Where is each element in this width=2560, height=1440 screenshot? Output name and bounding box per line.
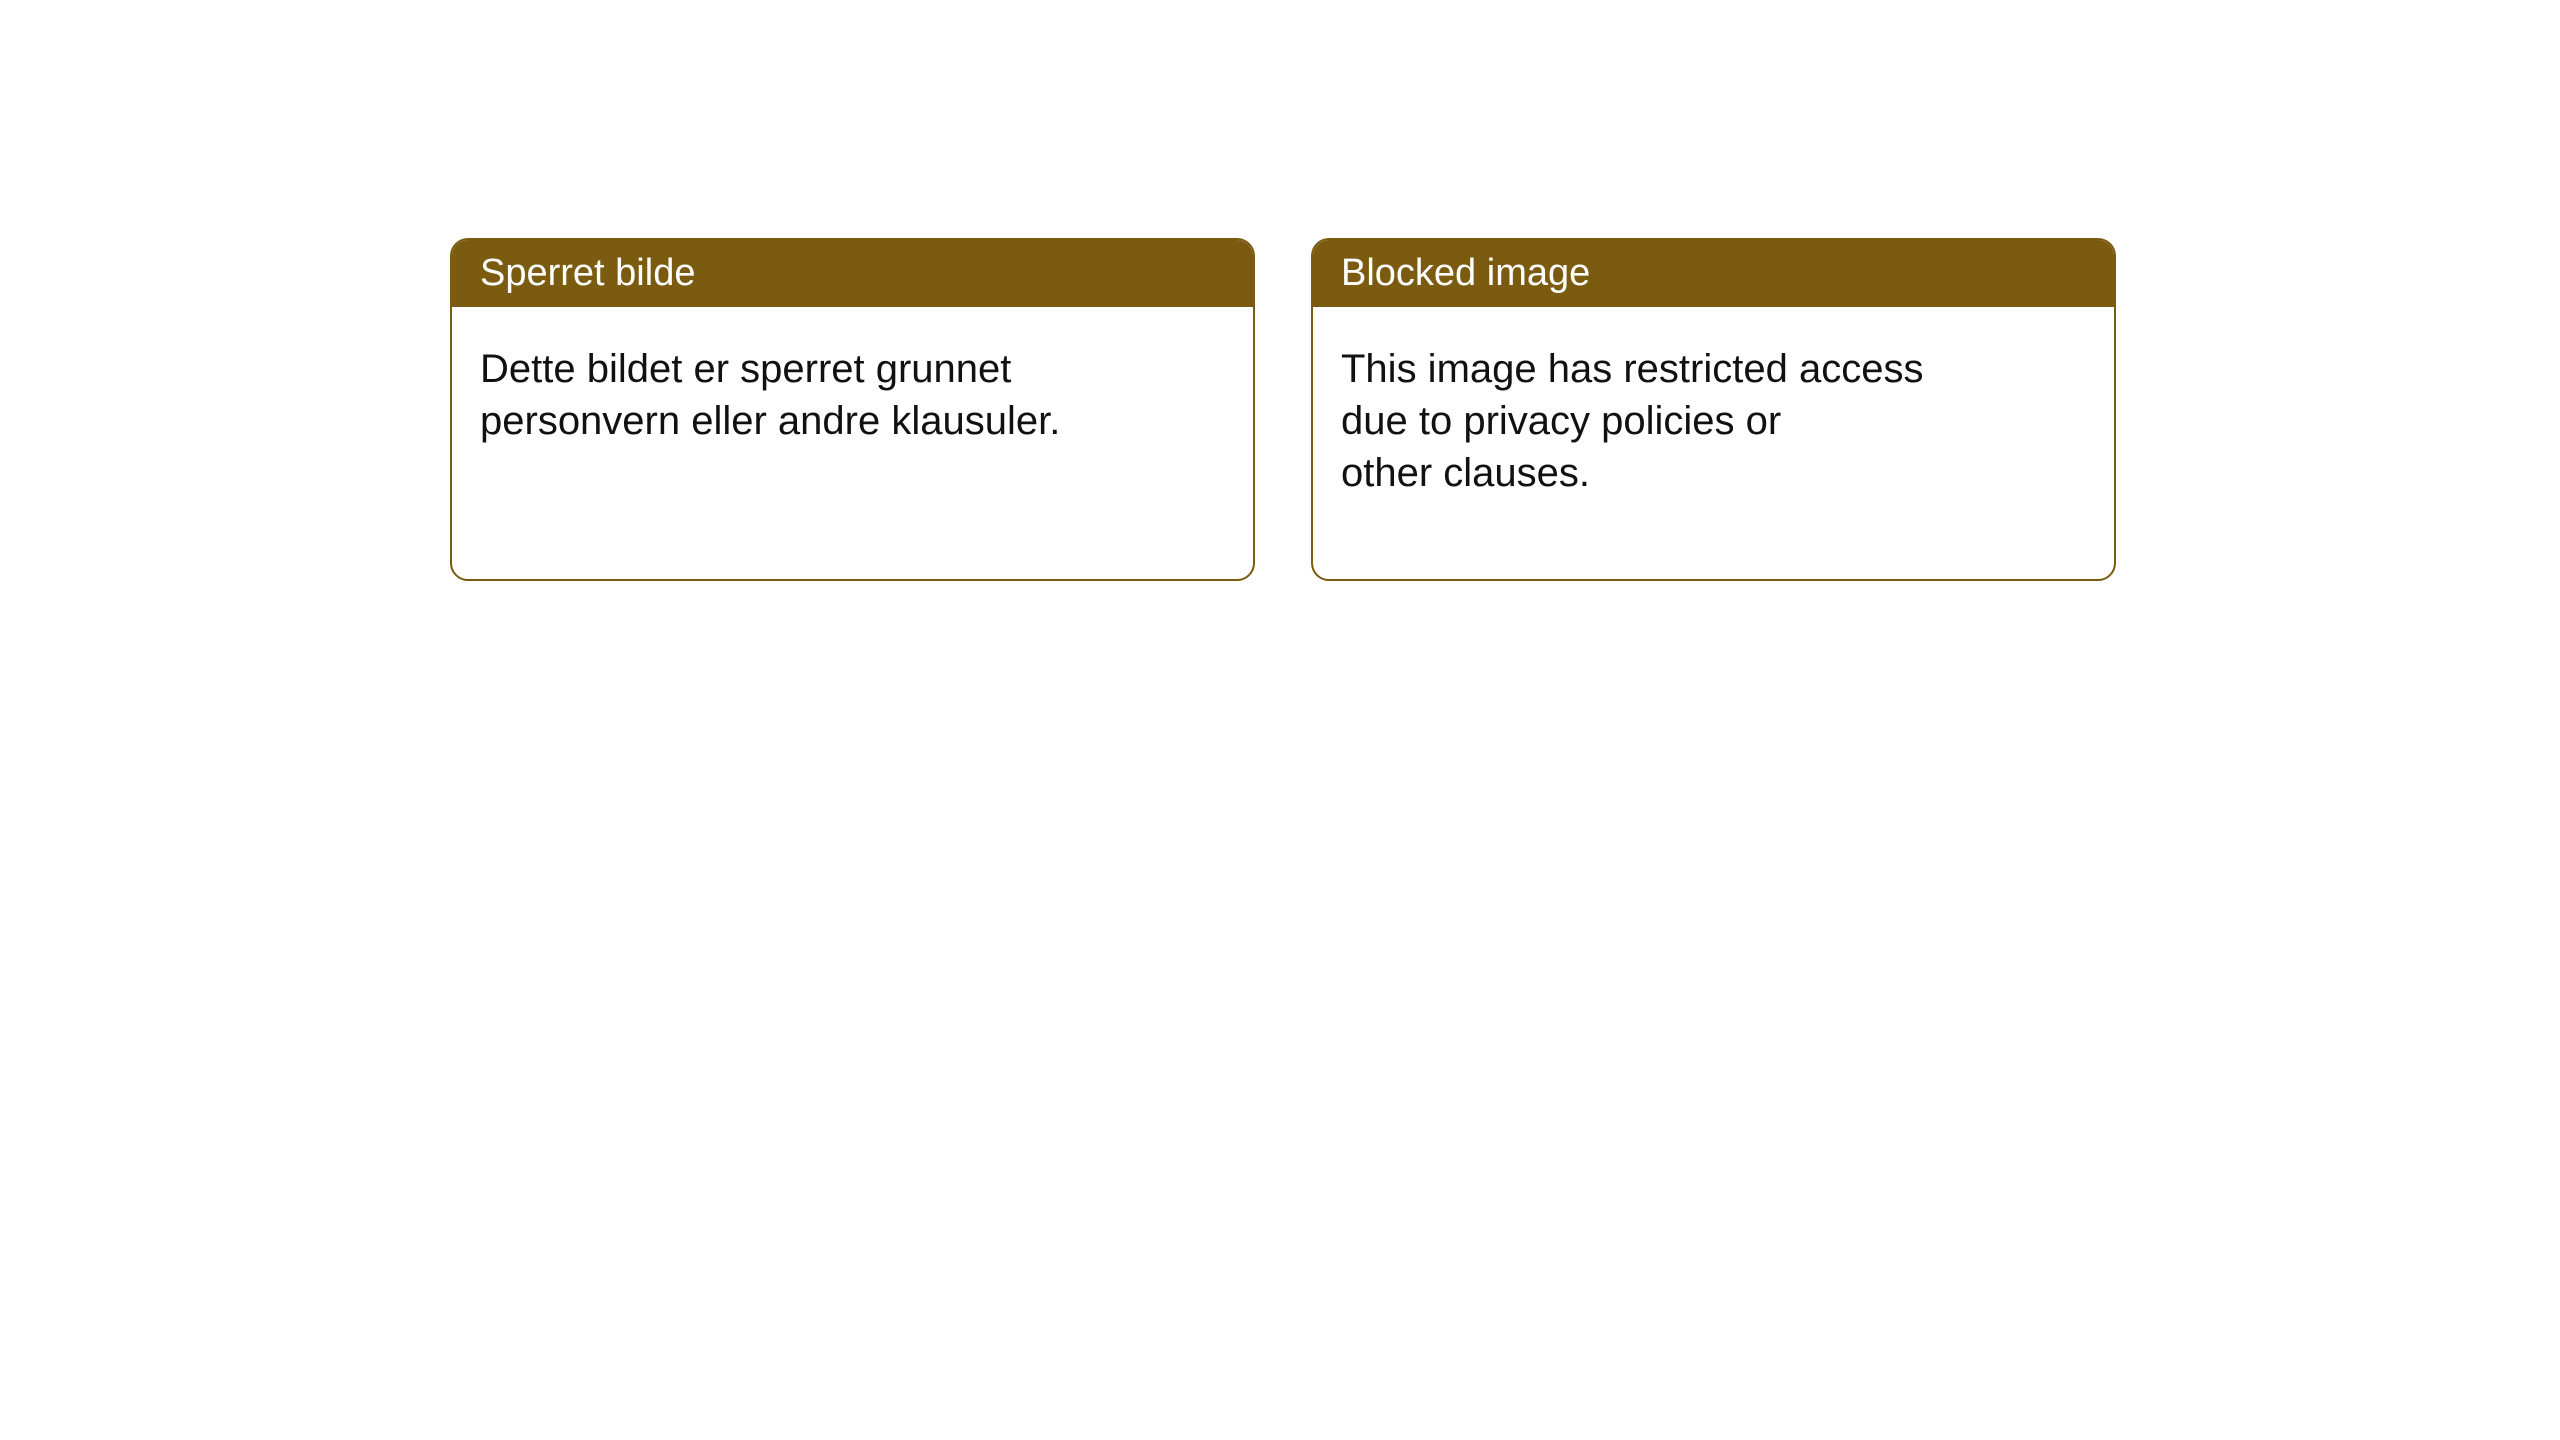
- notice-card-en: Blocked image This image has restricted …: [1311, 238, 2116, 581]
- notice-title-no: Sperret bilde: [452, 240, 1253, 307]
- notice-body-en: This image has restricted access due to …: [1313, 307, 2114, 579]
- notice-body-no: Dette bildet er sperret grunnet personve…: [452, 307, 1253, 527]
- blocked-image-notices: Sperret bilde Dette bildet er sperret gr…: [450, 238, 2116, 581]
- notice-title-en: Blocked image: [1313, 240, 2114, 307]
- notice-card-no: Sperret bilde Dette bildet er sperret gr…: [450, 238, 1255, 581]
